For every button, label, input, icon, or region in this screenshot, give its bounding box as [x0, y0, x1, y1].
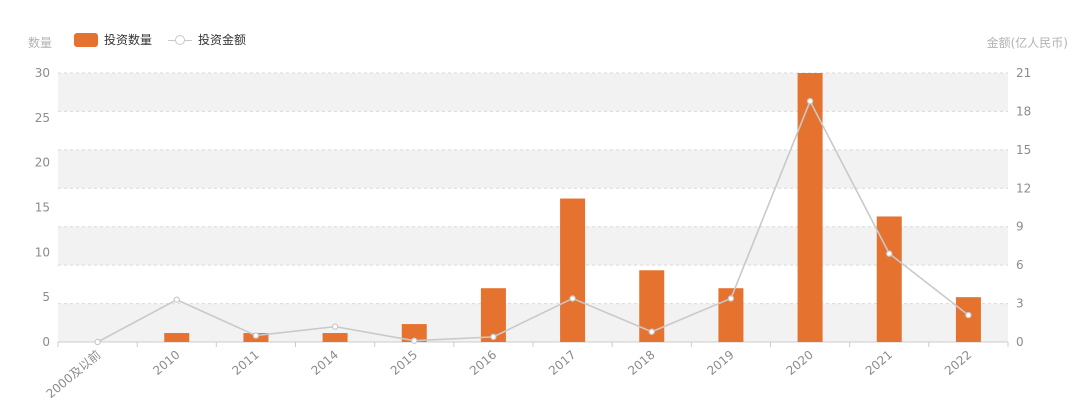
y-left-tick-label: 20 — [35, 156, 50, 170]
grid-band — [58, 73, 1008, 112]
y-left-tick-label: 30 — [35, 66, 50, 80]
y-right-tick-label: 9 — [1016, 220, 1024, 234]
x-tick-label: 2018 — [625, 348, 657, 378]
bar — [560, 198, 586, 342]
grid-band — [58, 303, 1008, 342]
line-point — [648, 328, 655, 335]
line-point — [173, 296, 180, 303]
y-left-tick-label: 10 — [35, 245, 50, 259]
line-point — [569, 295, 576, 302]
grid-band — [58, 226, 1008, 266]
x-tick-label: 2011 — [229, 348, 261, 378]
bar — [164, 333, 190, 342]
bar — [955, 297, 981, 342]
y-left-tick-label: 25 — [35, 111, 50, 125]
line-point — [490, 333, 497, 341]
y-left-tick-label: 15 — [35, 201, 50, 215]
line-point — [965, 311, 972, 319]
y-right-tick-label: 21 — [1016, 66, 1031, 80]
x-tick-label: 2014 — [309, 348, 341, 378]
x-tick-label: 2000及以前 — [43, 347, 104, 401]
x-tick-label: 2022 — [942, 348, 974, 378]
legend-bar-swatch[interactable] — [74, 32, 98, 47]
x-tick-label: 2015 — [388, 348, 420, 378]
x-tick-label: 2017 — [546, 348, 578, 378]
line-point — [886, 250, 893, 257]
line-point — [727, 295, 735, 302]
x-tick-label: 2021 — [863, 348, 895, 378]
y-right-tick-label: 6 — [1016, 258, 1024, 272]
line-point — [411, 337, 418, 344]
legend-line-swatch[interactable] — [168, 33, 193, 47]
line-point — [252, 332, 260, 339]
x-tick-label: 2010 — [150, 348, 182, 378]
y-left-tick-label: 5 — [42, 290, 50, 304]
legend-line-label[interactable]: 投资金额 — [198, 33, 247, 47]
legend: 投资数量 投资金额 — [74, 31, 246, 48]
bar — [797, 73, 823, 342]
y-right-tick-label: 18 — [1016, 104, 1031, 118]
series-line — [97, 99, 969, 343]
grid-band — [58, 149, 1008, 189]
x-tick-label: 2016 — [467, 348, 499, 378]
legend-bar-label[interactable]: 投资数量 — [104, 33, 153, 47]
bar — [322, 333, 348, 342]
line-point — [331, 323, 339, 330]
y-right-tick-label: 3 — [1016, 297, 1024, 311]
right-axis-title: 金额(亿人民币) — [986, 36, 1068, 50]
y-left-tick-label: 0 — [42, 335, 50, 349]
line-point — [806, 97, 814, 105]
bar — [401, 324, 427, 342]
y-right-tick-label: 0 — [1016, 335, 1024, 349]
left-axis-title: 数量 — [28, 36, 53, 50]
x-tick-label: 2019 — [704, 348, 736, 378]
line-point — [94, 338, 101, 346]
x-tick-label: 2020 — [784, 348, 816, 378]
y-right-tick-label: 12 — [1016, 181, 1031, 195]
y-right-tick-label: 15 — [1016, 143, 1031, 157]
